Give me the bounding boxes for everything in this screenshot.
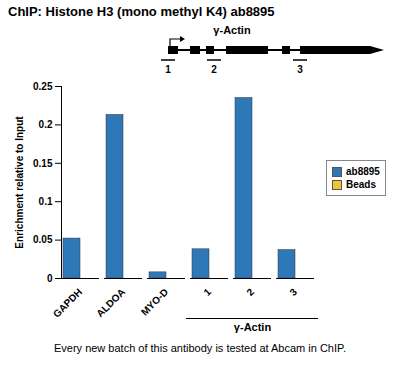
- html-text:Beads: Beads: [346, 179, 376, 190]
- svg-text:GAPDH: GAPDH: [51, 286, 84, 319]
- svg-text:2: 2: [211, 64, 217, 75]
- svg-text:0.1: 0.1: [39, 196, 53, 207]
- svg-text:0.25: 0.25: [33, 81, 53, 92]
- html-text:ChIP: Histone H3 (mono methyl: ChIP: Histone H3 (mono methyl K4) ab8895: [8, 4, 275, 19]
- svg-text:ALDOA: ALDOA: [94, 286, 127, 319]
- html-text:ab8895: ab8895: [346, 166, 380, 177]
- svg-text:2: 2: [244, 286, 256, 298]
- svg-text:0.15: 0.15: [33, 158, 53, 169]
- svg-text:1: 1: [165, 64, 171, 75]
- svg-text:0.05: 0.05: [33, 234, 53, 245]
- svg-text:γ-Actin: γ-Actin: [213, 24, 251, 36]
- svg-text:3: 3: [297, 64, 303, 75]
- svg-text:γ-Actin: γ-Actin: [234, 321, 272, 333]
- svg-text:3: 3: [287, 286, 299, 298]
- html-text:Every new batch of this antibo: Every new batch of this antibody is test…: [54, 342, 346, 354]
- svg-text:Enrichment relative to Input: Enrichment relative to Input: [14, 116, 25, 249]
- svg-text:0.2: 0.2: [39, 119, 53, 130]
- svg-text:MYO-D: MYO-D: [139, 286, 170, 317]
- svg-text:1: 1: [201, 286, 213, 298]
- svg-text:0: 0: [47, 273, 53, 284]
